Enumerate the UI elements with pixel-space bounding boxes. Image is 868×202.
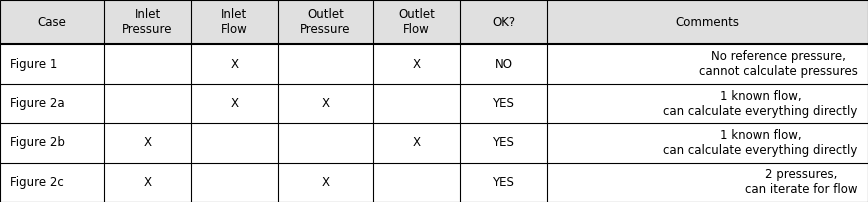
Text: YES: YES [492, 136, 515, 149]
Text: NO: NO [495, 58, 512, 71]
Text: Figure 1: Figure 1 [10, 58, 58, 71]
Text: No reference pressure,
cannot calculate pressures: No reference pressure, cannot calculate … [699, 50, 858, 78]
Text: X: X [143, 176, 152, 189]
Text: X: X [321, 176, 330, 189]
Text: OK?: OK? [492, 16, 515, 29]
Text: Figure 2b: Figure 2b [10, 136, 65, 149]
Bar [0, 163, 868, 202]
Text: YES: YES [492, 176, 515, 189]
Text: Case: Case [37, 16, 67, 29]
Text: X: X [412, 58, 421, 71]
Bar [0, 44, 868, 84]
Text: Figure 2a: Figure 2a [10, 97, 65, 110]
Bar [0, 0, 868, 44]
Text: Outlet
Flow: Outlet Flow [398, 8, 435, 36]
Text: 1 known flow,
can calculate everything directly: 1 known flow, can calculate everything d… [663, 89, 858, 118]
Text: X: X [321, 97, 330, 110]
Text: X: X [230, 97, 239, 110]
Text: X: X [230, 58, 239, 71]
Text: Inlet
Flow: Inlet Flow [221, 8, 247, 36]
Text: YES: YES [492, 97, 515, 110]
Text: Figure 2c: Figure 2c [10, 176, 64, 189]
Text: Comments: Comments [675, 16, 740, 29]
Bar [0, 84, 868, 123]
Text: 1 known flow,
can calculate everything directly: 1 known flow, can calculate everything d… [663, 129, 858, 157]
Text: 2 pressures,
can iterate for flow: 2 pressures, can iterate for flow [745, 168, 858, 196]
Text: Inlet
Pressure: Inlet Pressure [122, 8, 173, 36]
Text: X: X [143, 136, 152, 149]
Text: Outlet
Pressure: Outlet Pressure [300, 8, 351, 36]
Bar [0, 123, 868, 163]
Text: X: X [412, 136, 421, 149]
